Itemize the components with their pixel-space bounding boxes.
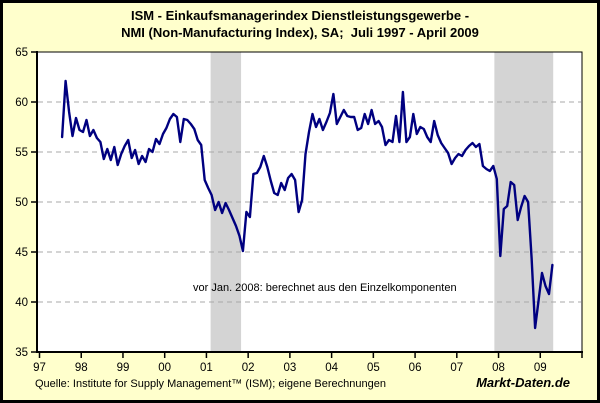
x-tick-label: 98 [75, 362, 88, 374]
x-tick-label: 01 [200, 362, 213, 374]
brand-watermark: Markt-Daten.de [476, 375, 570, 390]
x-tick-label: 09 [534, 362, 547, 374]
chart-annotation: vor Jan. 2008: berechnet aus den Einzelk… [193, 282, 457, 294]
x-tick-label: 08 [492, 362, 505, 374]
chart-title-line1: ISM - Einkaufsmanagerindex Dienstleistun… [130, 8, 470, 23]
x-tick-label: 06 [409, 362, 422, 374]
y-tick-label: 40 [15, 297, 28, 309]
x-tick-label: 03 [283, 362, 296, 374]
y-tick-label: 65 [15, 47, 28, 59]
x-tick-label: 07 [450, 362, 463, 374]
y-tick-label: 60 [15, 97, 28, 109]
data-line [60, 79, 554, 330]
x-tick-label: 00 [158, 362, 171, 374]
x-tick-label: 99 [117, 362, 130, 374]
chart-title: ISM - Einkaufsmanagerindex Dienstleistun… [3, 7, 597, 41]
x-tick-label: 97 [33, 362, 46, 374]
x-tick-label: 05 [367, 362, 380, 374]
y-tick-label: 50 [15, 197, 28, 209]
x-tick-label: 02 [242, 362, 255, 374]
y-tick-label: 45 [15, 247, 28, 259]
y-tick-label: 35 [15, 347, 28, 359]
x-tick-label: 04 [325, 362, 338, 374]
source-note: Quelle: Institute for Supply Management™… [35, 378, 386, 390]
chart-title-line2: NMI (Non-Manufacturing Index), SA; Juli … [121, 25, 479, 40]
y-tick-label: 55 [15, 147, 28, 159]
